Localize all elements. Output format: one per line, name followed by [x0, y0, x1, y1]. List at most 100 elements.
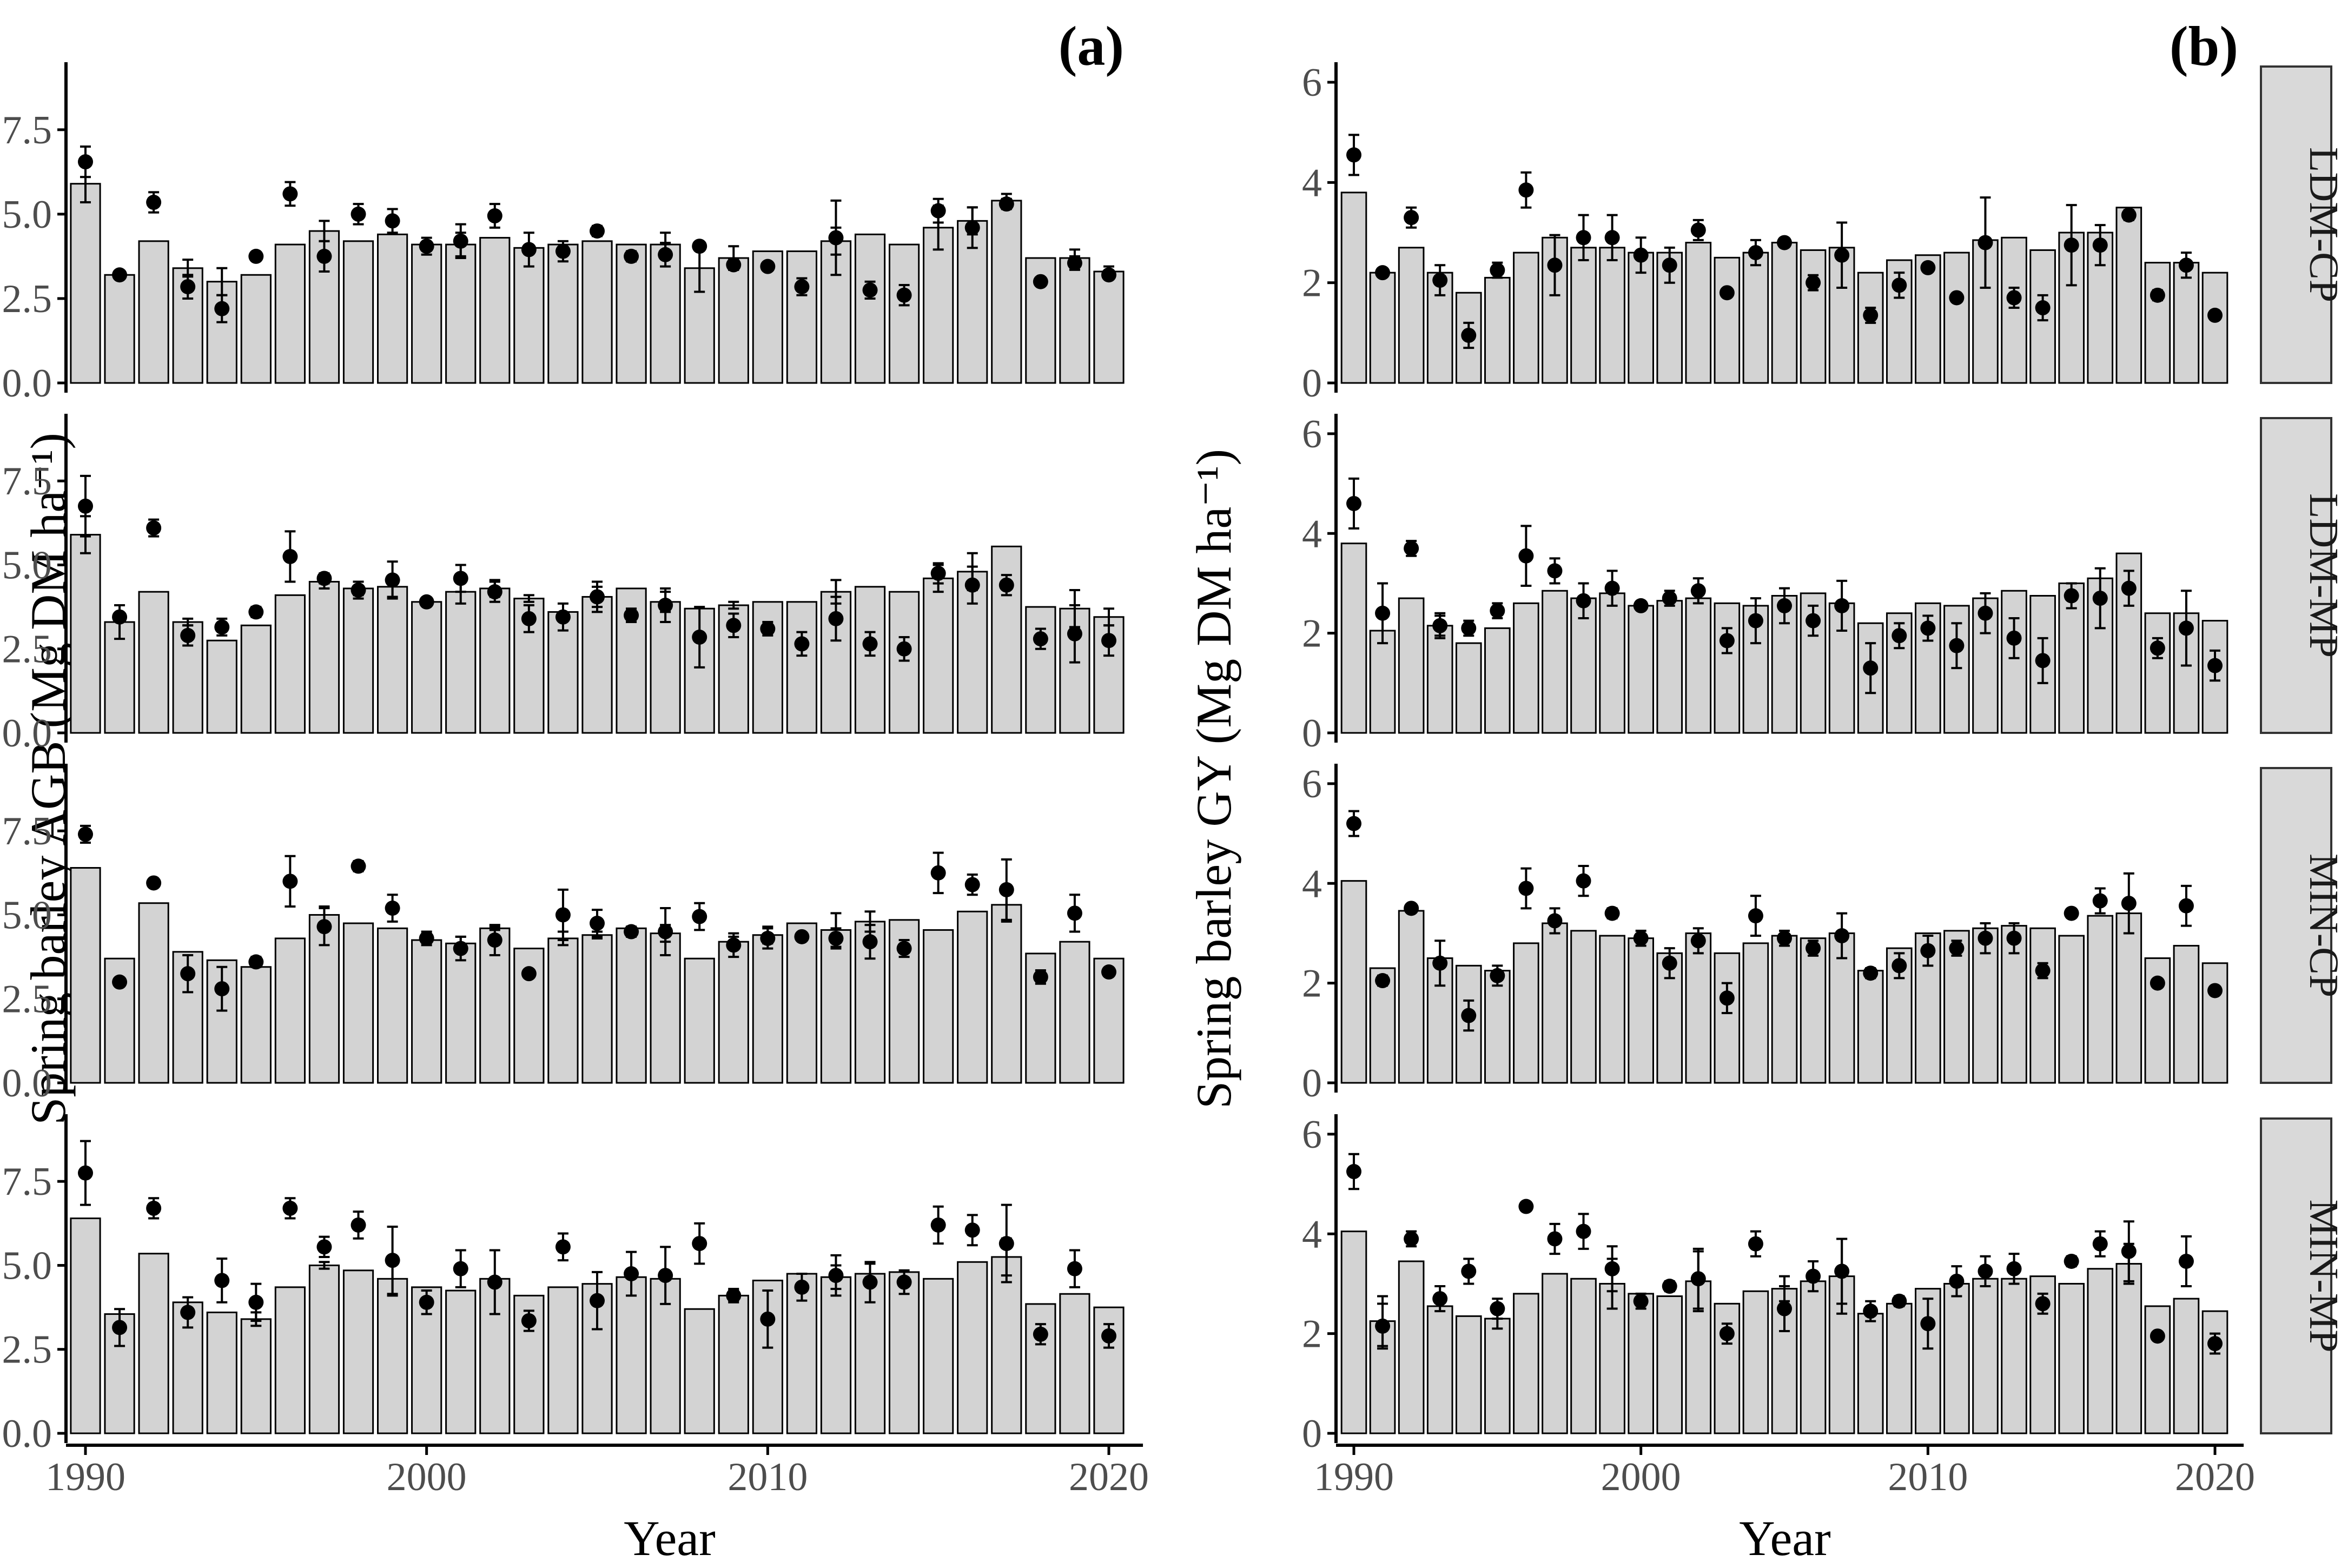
obs-point-b-min-mp-2005: [1777, 1301, 1792, 1316]
obs-point-b-ldm-mp-2005: [1777, 598, 1792, 613]
obs-point-a-ldm-cp-2008: [692, 239, 707, 254]
bar-a-min-mp-1992: [138, 1253, 169, 1434]
obs-point-a-ldm-mp-2020: [1101, 633, 1116, 649]
x-tick-label: 2010: [1888, 1455, 1968, 1499]
bar-a-min-cp-1996: [274, 937, 306, 1084]
facet-label-ldm-cp: LDM-CP: [2301, 147, 2341, 302]
obs-point-a-min-mp-2003: [521, 1313, 537, 1328]
obs-point-a-ldm-mp-1993: [180, 627, 196, 643]
obs-point-a-min-cp-2005: [590, 916, 605, 931]
bar-a-ldm-cp-2005: [581, 240, 613, 384]
obs-point-a-ldm-cp-2003: [521, 242, 537, 257]
y-axis-title-b: Spring barley GY (Mg DM ha⁻¹): [1186, 449, 1241, 1109]
obs-point-b-ldm-cp-1998: [1576, 230, 1591, 246]
y-tick-label-b-min-cp: 2: [1302, 962, 1322, 1006]
bar-b-ldm-cp-1998: [1570, 247, 1597, 384]
bar-a-min-cp-2019: [1059, 941, 1090, 1084]
x-tick-label: 1990: [1314, 1455, 1394, 1499]
obs-point-a-min-mp-2006: [624, 1266, 639, 1281]
bar-a-min-cp-2007: [650, 932, 681, 1084]
obs-point-a-min-cp-1994: [214, 981, 230, 997]
bar-a-min-cp-2011: [786, 922, 818, 1084]
bar-b-ldm-cp-2008: [1857, 272, 1884, 384]
bar-b-min-cp-2005: [1771, 935, 1798, 1084]
obs-point-b-ldm-mp-2010: [1920, 620, 1936, 636]
bar-b-min-mp-2001: [1656, 1295, 1683, 1434]
bar-b-min-mp-2020: [2201, 1310, 2228, 1434]
panel-label-b: (b): [2170, 15, 2238, 77]
obs-point-a-ldm-cp-2011: [794, 279, 810, 295]
bar-a-min-mp-2014: [888, 1271, 920, 1434]
obs-point-a-min-cp-1990: [78, 826, 93, 842]
bar-b-min-cp-1990: [1340, 880, 1367, 1084]
obs-point-b-min-mp-2008: [1863, 1304, 1879, 1319]
bar-a-ldm-mp-2011: [786, 601, 818, 734]
y-tick-label-a-min-cp: 2.5: [2, 977, 52, 1022]
bar-a-min-cp-1995: [240, 966, 272, 1084]
obs-point-b-min-cp-2020: [2207, 983, 2223, 998]
obs-point-b-ldm-cp-1996: [1518, 182, 1534, 198]
obs-point-b-ldm-cp-1995: [1490, 262, 1505, 278]
obs-point-a-ldm-mp-2008: [692, 630, 707, 645]
obs-point-a-min-mp-2020: [1101, 1328, 1116, 1344]
bar-b-ldm-mp-1995: [1484, 627, 1511, 734]
y-tick-label-b-ldm-cp: 4: [1302, 161, 1322, 205]
obs-point-a-ldm-mp-2006: [624, 607, 639, 623]
y-tick-label-b-ldm-cp: 0: [1302, 361, 1322, 406]
bar-a-min-mp-2017: [991, 1256, 1022, 1434]
obs-point-b-ldm-mp-1990: [1346, 495, 1361, 511]
obs-point-b-ldm-cp-1992: [1404, 210, 1419, 226]
obs-point-a-ldm-mp-2007: [658, 598, 673, 613]
bar-b-min-mp-1997: [1542, 1273, 1568, 1434]
obs-point-a-min-mp-2014: [896, 1274, 912, 1290]
obs-point-b-ldm-mp-2001: [1662, 591, 1677, 606]
obs-point-b-min-cp-2013: [2006, 930, 2022, 946]
bar-a-ldm-mp-1995: [240, 624, 272, 734]
bar-b-min-mp-2008: [1857, 1313, 1884, 1434]
obs-point-b-min-cp-1994: [1461, 1008, 1477, 1023]
bar-a-min-cp-2000: [411, 939, 442, 1084]
bar-b-min-cp-1992: [1398, 910, 1425, 1084]
obs-point-b-min-mp-1990: [1346, 1164, 1361, 1180]
obs-point-a-min-cp-1999: [385, 901, 400, 916]
obs-point-b-min-cp-1998: [1576, 873, 1591, 889]
bar-b-ldm-cp-1990: [1340, 191, 1367, 384]
bar-b-min-mp-1998: [1570, 1278, 1597, 1434]
obs-point-b-ldm-cp-2018: [2150, 287, 2165, 303]
bar-b-ldm-cp-1991: [1369, 272, 1396, 384]
obs-point-b-ldm-cp-2014: [2035, 300, 2051, 316]
bar-b-ldm-cp-2013: [2001, 236, 2027, 384]
obs-point-b-ldm-cp-2000: [1633, 247, 1649, 263]
bar-a-min-mp-2004: [547, 1286, 579, 1434]
obs-point-b-ldm-cp-2002: [1690, 222, 1706, 238]
obs-point-a-ldm-mp-1992: [146, 520, 162, 536]
bar-b-min-cp-2006: [1800, 937, 1827, 1084]
bar-b-ldm-mp-2000: [1628, 605, 1654, 734]
bar-b-min-mp-2015: [2058, 1282, 2085, 1434]
bar-b-min-mp-2006: [1800, 1280, 1827, 1434]
facet-strip-min-mp: [2260, 1117, 2332, 1434]
y-tick-label-a-ldm-mp: 7.5: [2, 459, 52, 504]
obs-point-a-min-cp-1992: [146, 875, 162, 891]
obs-point-b-min-mp-1997: [1547, 1231, 1563, 1247]
bar-a-min-mp-2015: [923, 1278, 954, 1434]
bar-b-min-mp-1994: [1455, 1315, 1482, 1434]
obs-point-a-min-mp-1999: [385, 1253, 400, 1268]
obs-point-b-min-cp-2005: [1777, 930, 1792, 946]
obs-point-b-ldm-mp-1998: [1576, 593, 1591, 608]
obs-point-a-min-cp-2015: [930, 865, 946, 881]
obs-point-b-min-cp-1991: [1375, 973, 1391, 989]
bar-b-ldm-cp-2000: [1628, 252, 1654, 384]
obs-point-a-min-cp-2001: [453, 941, 468, 956]
obs-point-a-ldm-cp-2000: [419, 239, 434, 254]
bar-a-min-cp-2001: [445, 942, 477, 1084]
obs-point-a-ldm-mp-1991: [112, 609, 128, 625]
facet-label-min-mp: MIN-MP: [2301, 1200, 2341, 1353]
obs-point-a-min-mp-2001: [453, 1261, 468, 1276]
obs-point-b-ldm-cp-2015: [2064, 237, 2079, 253]
obs-point-a-min-mp-1990: [78, 1165, 93, 1181]
bar-a-min-mp-1996: [274, 1286, 306, 1434]
bar-a-min-cp-2006: [616, 927, 647, 1084]
obs-point-b-min-cp-2017: [2121, 896, 2137, 911]
obs-point-b-min-cp-2014: [2035, 963, 2051, 978]
